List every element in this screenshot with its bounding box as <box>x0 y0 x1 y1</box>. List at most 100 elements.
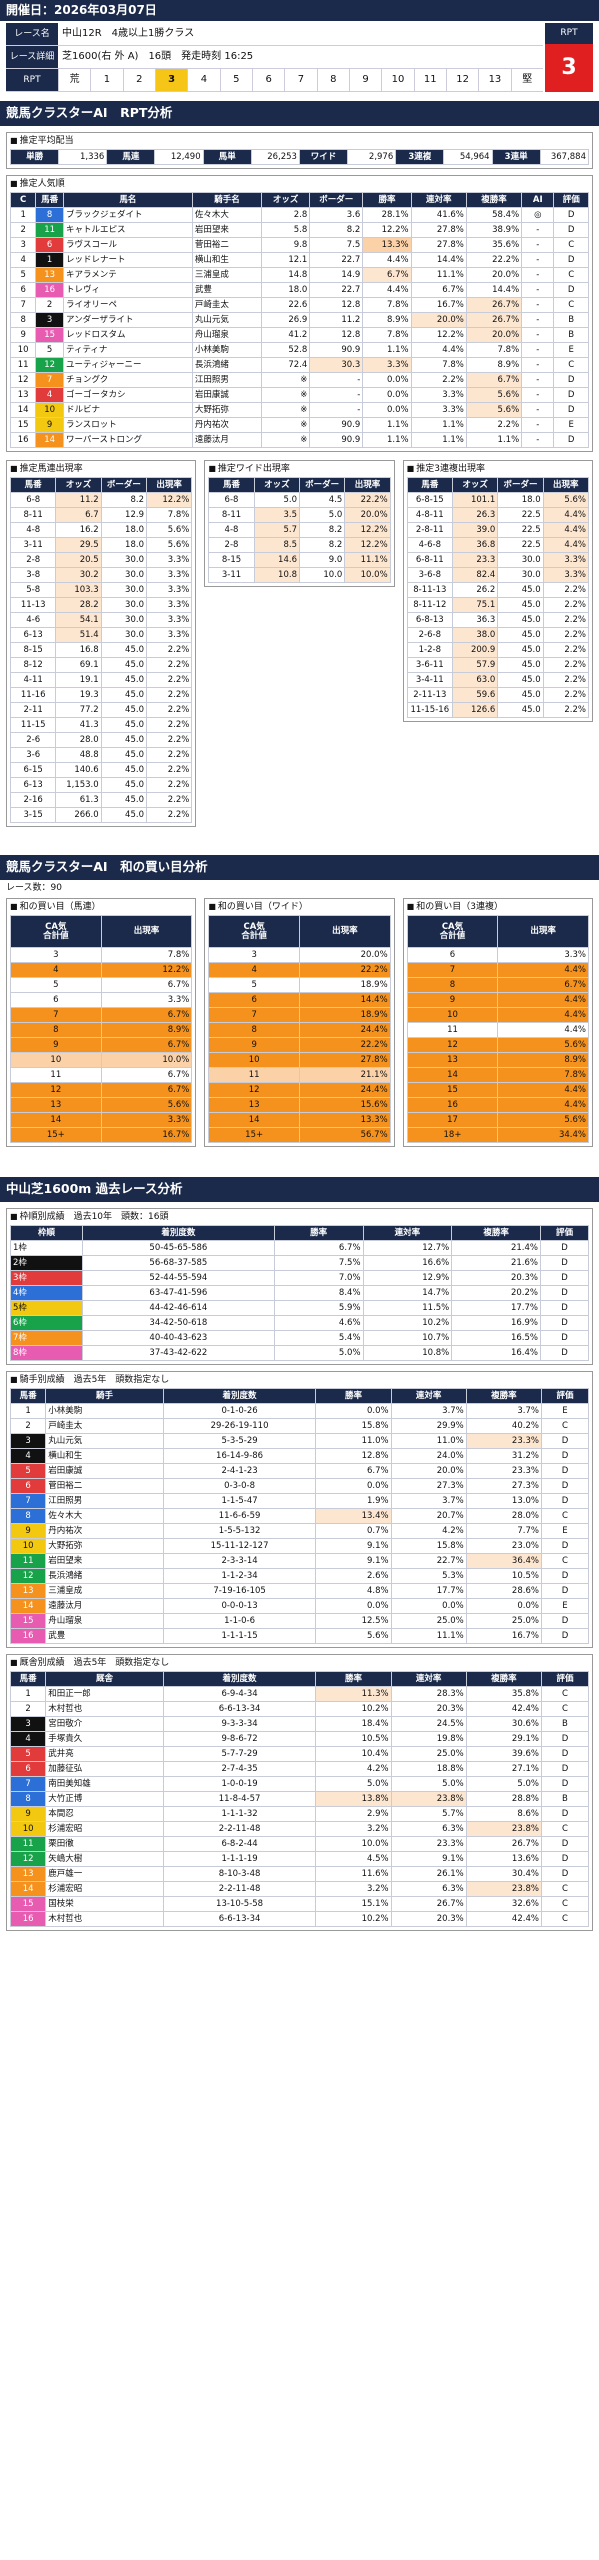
pop-cell: 10 <box>9 342 37 358</box>
jockey-cell: D <box>540 1493 590 1509</box>
pop-cell: 18.0 <box>260 282 311 298</box>
jockey-cell: 16.7% <box>465 1628 542 1644</box>
jockey-cell: 舟山瑠泉 <box>45 1613 164 1629</box>
table-row: 8-11-12 75.1 45.0 2.2% <box>406 597 589 613</box>
table-row: 4-8 5.7 8.2 12.2% <box>208 522 391 538</box>
pop-cell: ◎ <box>521 207 555 223</box>
trainer-header: 評価 <box>540 1671 590 1687</box>
pop-cell: 江田照男 <box>191 372 262 388</box>
sum_umaren-cell: 3.3% <box>100 992 193 1008</box>
table-row: 3-4-11 63.0 45.0 2.2% <box>406 672 589 688</box>
pop-cell: 1.1% <box>410 417 467 433</box>
sum_umaren-cell: 9 <box>10 1037 102 1053</box>
trainer-cell: D <box>540 1731 590 1747</box>
trainer-cell: 10.4% <box>315 1746 392 1762</box>
jockey-box: 騎手別成績 過去5年 頭数指定なし 馬番騎手着別度数勝率連対率複勝率評価1小林美… <box>6 1371 593 1648</box>
pop-cell: - <box>521 267 555 283</box>
jockey-cell: D <box>540 1433 590 1449</box>
umaren-cell: 45.0 <box>100 777 147 793</box>
table-row: 5 岩田康誠 2-4-1-23 6.7% 20.0% 23.3% D <box>9 1463 590 1479</box>
table-row: 11 6.7% <box>10 1067 193 1083</box>
pop-cell: 58.4% <box>465 207 523 223</box>
trio-cell: 2-11-13 <box>406 687 453 703</box>
trio-cell: 3-6-8 <box>406 567 453 583</box>
umaren-cell: 45.0 <box>100 672 147 688</box>
trio-cell: 4.4% <box>542 537 589 553</box>
gate-cell: 16.5% <box>451 1330 541 1346</box>
gate-cell: 5.9% <box>273 1300 364 1316</box>
pop-cell: 22.2% <box>465 252 523 268</box>
jockey-cell: 23.3% <box>465 1433 542 1449</box>
table-row: 13 5.6% <box>10 1097 193 1113</box>
jockey-cell: 31.2% <box>465 1448 542 1464</box>
trainer-cell: 5.7% <box>390 1806 467 1822</box>
umaren-cell: 29.5 <box>55 537 102 553</box>
payout-table: 単勝 1,336 馬連 12,490 馬単 26,253 ワイド 2,976 3連複 54,964… <box>9 149 590 165</box>
table-row: 11 4.4% <box>406 1022 589 1038</box>
payout-label: ワイド <box>298 149 349 165</box>
wide-cell: 14.6 <box>253 552 300 568</box>
trio-table: 馬番 オッズ ボーダー 出現率 6-8-15 101.1 18.0 5.6% 4-8-11 26.… <box>406 477 589 718</box>
jockey-cell: 2-4-1-23 <box>162 1463 317 1479</box>
table-row: 14 遠藤汰月 0-0-0-13 0.0% 0.0% 0.0% E <box>9 1598 590 1614</box>
umaren-cell: 3-15 <box>9 807 57 823</box>
jockey-cell: 27.3% <box>465 1478 542 1494</box>
sum_umaren-cell: 7.8% <box>100 947 193 963</box>
pop-cell: - <box>521 312 555 328</box>
trio-cell: 57.9 <box>451 657 499 673</box>
jockey-cell: 5-3-5-29 <box>162 1433 317 1449</box>
trainer-cell: 9-3-3-34 <box>162 1716 317 1732</box>
table-row: 1枠 50-45-65-586 6.7% 12.7% 21.4% D <box>10 1240 589 1256</box>
umaren-cell: 6-8 <box>9 492 57 508</box>
umaren-cell: 12.9 <box>100 507 147 523</box>
jockey-cell: 9.1% <box>315 1553 392 1569</box>
pop-header: 勝率 <box>362 192 412 208</box>
table-row: 18+ 34.4% <box>406 1127 589 1143</box>
race-name: 中山12R 4歳以上1勝クラス <box>62 28 195 39</box>
jockey-table: 馬番 騎手 着別度数 勝率 連対率 複勝率 評価 1 小林美駒 0-1-0-26 0.0% 3.7% 3… <box>9 1388 590 1644</box>
jockey-cell: 3.7% <box>390 1403 467 1419</box>
sum_wide-cell: 15.6% <box>298 1097 391 1113</box>
pop-cell: D <box>553 402 589 418</box>
pop-cell: 72.4 <box>260 357 311 373</box>
trainer-box: 厩舎別成績 過去5年 頭数指定なし 馬番厩舎着別度数勝率連対率複勝率評価1和田正… <box>6 1654 593 1931</box>
jockey-cell: 15.8% <box>390 1538 467 1554</box>
trainer-cell: 2 <box>9 1701 47 1717</box>
jockey-cell: E <box>540 1523 590 1539</box>
pop-cell: 22.7 <box>309 282 364 298</box>
payout-box: 推定平均配当 単勝1,336馬連12,490馬単26,253ワイド2,9763連… <box>6 132 593 169</box>
umaren-cell: 19.1 <box>55 672 102 688</box>
pop-cell: 7.8% <box>465 342 523 358</box>
pop-cell: 10 <box>35 402 64 418</box>
trainer-cell: 手塚貴久 <box>45 1731 164 1747</box>
umaren-cell: 69.1 <box>55 657 102 673</box>
trio-cell: 2.2% <box>542 702 589 718</box>
trio-cell: 38.0 <box>451 627 499 643</box>
jockey-cell: 23.3% <box>465 1463 542 1479</box>
umaren-cell: 2.2% <box>145 777 193 793</box>
sum_wide-cell: 24.4% <box>298 1082 391 1098</box>
pop-header: 連対率 <box>410 192 467 208</box>
trio-cell: 2.2% <box>542 687 589 703</box>
trio-cell: 1-2-8 <box>406 642 453 658</box>
sum_trio-cell: 8 <box>406 977 499 993</box>
umaren-cell: 45.0 <box>100 732 147 748</box>
trio-header: 出現率 <box>542 477 589 493</box>
umaren-cell: 2.2% <box>145 657 193 673</box>
trio-cell: 2-6-8 <box>406 627 453 643</box>
gate-cell: 21.6% <box>451 1255 541 1271</box>
gate-box: 枠順別成績 過去10年 頭数：16頭 枠順着別度数勝率連対率複勝率評価1枠50-… <box>6 1208 593 1365</box>
trio-cell: 26.2 <box>451 582 499 598</box>
trio-cell: 45.0 <box>497 612 544 628</box>
jockey-cell: C <box>540 1553 590 1569</box>
trainer-cell: C <box>540 1701 590 1717</box>
pop-header: 複勝率 <box>465 192 523 208</box>
table-row: 8 3 アンダーザライト 丸山元気 26.9 11.2 8.9% 20.0% 26.7% - B <box>9 312 589 328</box>
pop-cell: 横山和生 <box>191 252 262 268</box>
table-row: 6-8-13 36.3 45.0 2.2% <box>406 612 589 628</box>
jockey-cell: 5.6% <box>315 1628 392 1644</box>
jockey-cell: 0-0-0-13 <box>162 1598 317 1614</box>
trio-cell: 30.0 <box>497 567 544 583</box>
gate-cell: D <box>540 1240 589 1256</box>
umaren-cell: 266.0 <box>55 807 102 823</box>
